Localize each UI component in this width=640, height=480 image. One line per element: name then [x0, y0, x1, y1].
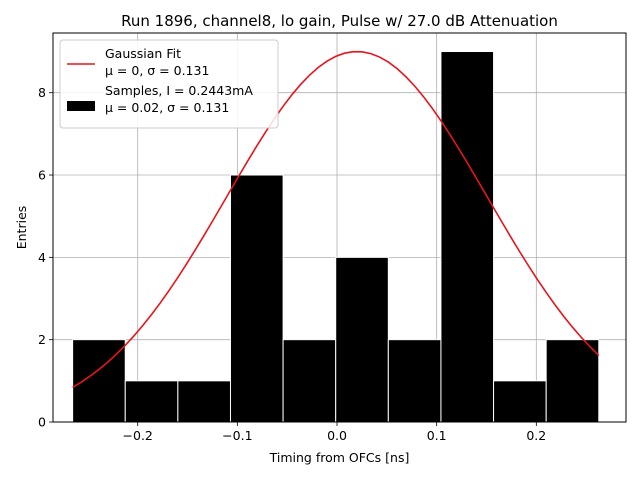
histogram-bar-0 [72, 339, 126, 423]
axes-frame [52, 32, 627, 423]
histogram-bars [72, 51, 600, 423]
axis-ticks: −0.2 −0.1 0.0 0.1 0.2 0 2 4 6 8 [38, 85, 546, 443]
histogram-bar-7 [440, 51, 495, 423]
histogram-bar-5 [335, 256, 389, 423]
y-tick-label-3: 6 [38, 168, 46, 183]
y-tick-label-1: 2 [38, 332, 46, 347]
fit-curve-line [72, 50, 600, 389]
x-tick-label-3: 0.1 [427, 428, 447, 443]
histogram-bar-2 [177, 380, 231, 423]
legend-samples-text-0: Samples, I = 0.2443mA [105, 83, 253, 98]
legend-samples-text-1: μ = 0.02, σ = 0.131 [105, 100, 229, 115]
legend-samples-swatch [67, 101, 95, 111]
x-tick-label-2: 0.0 [327, 428, 347, 443]
histogram-bar-8 [493, 380, 547, 423]
y-tick-label-4: 8 [38, 85, 46, 100]
legend-fit-text-0: Gaussian Fit [105, 46, 181, 61]
x-axis-title: Timing from OFCs [ns] [269, 450, 410, 465]
y-axis-title: Entries [14, 206, 29, 250]
legend-fit-text-1: μ = 0, σ = 0.131 [105, 63, 209, 78]
x-tick-label-0: −0.2 [123, 428, 153, 443]
histogram-bar-1 [124, 380, 179, 423]
histogram-bar-3 [229, 174, 284, 423]
y-tick-label-2: 4 [38, 250, 46, 265]
x-tick-label-4: 0.2 [526, 428, 546, 443]
histogram-bar-9 [545, 339, 600, 423]
gaussian-fit [72, 50, 600, 389]
histogram-bar-6 [387, 339, 442, 423]
legend: Gaussian Fit μ = 0, σ = 0.131 Samples, I =… [59, 39, 279, 129]
chart-title: Run 1896, channel8, lo gain, Pulse w/ 27… [121, 12, 558, 30]
x-tick-label-1: −0.1 [222, 428, 252, 443]
legend-box [59, 39, 279, 129]
histogram-bar-4 [282, 339, 337, 423]
y-tick-label-0: 0 [38, 415, 46, 430]
